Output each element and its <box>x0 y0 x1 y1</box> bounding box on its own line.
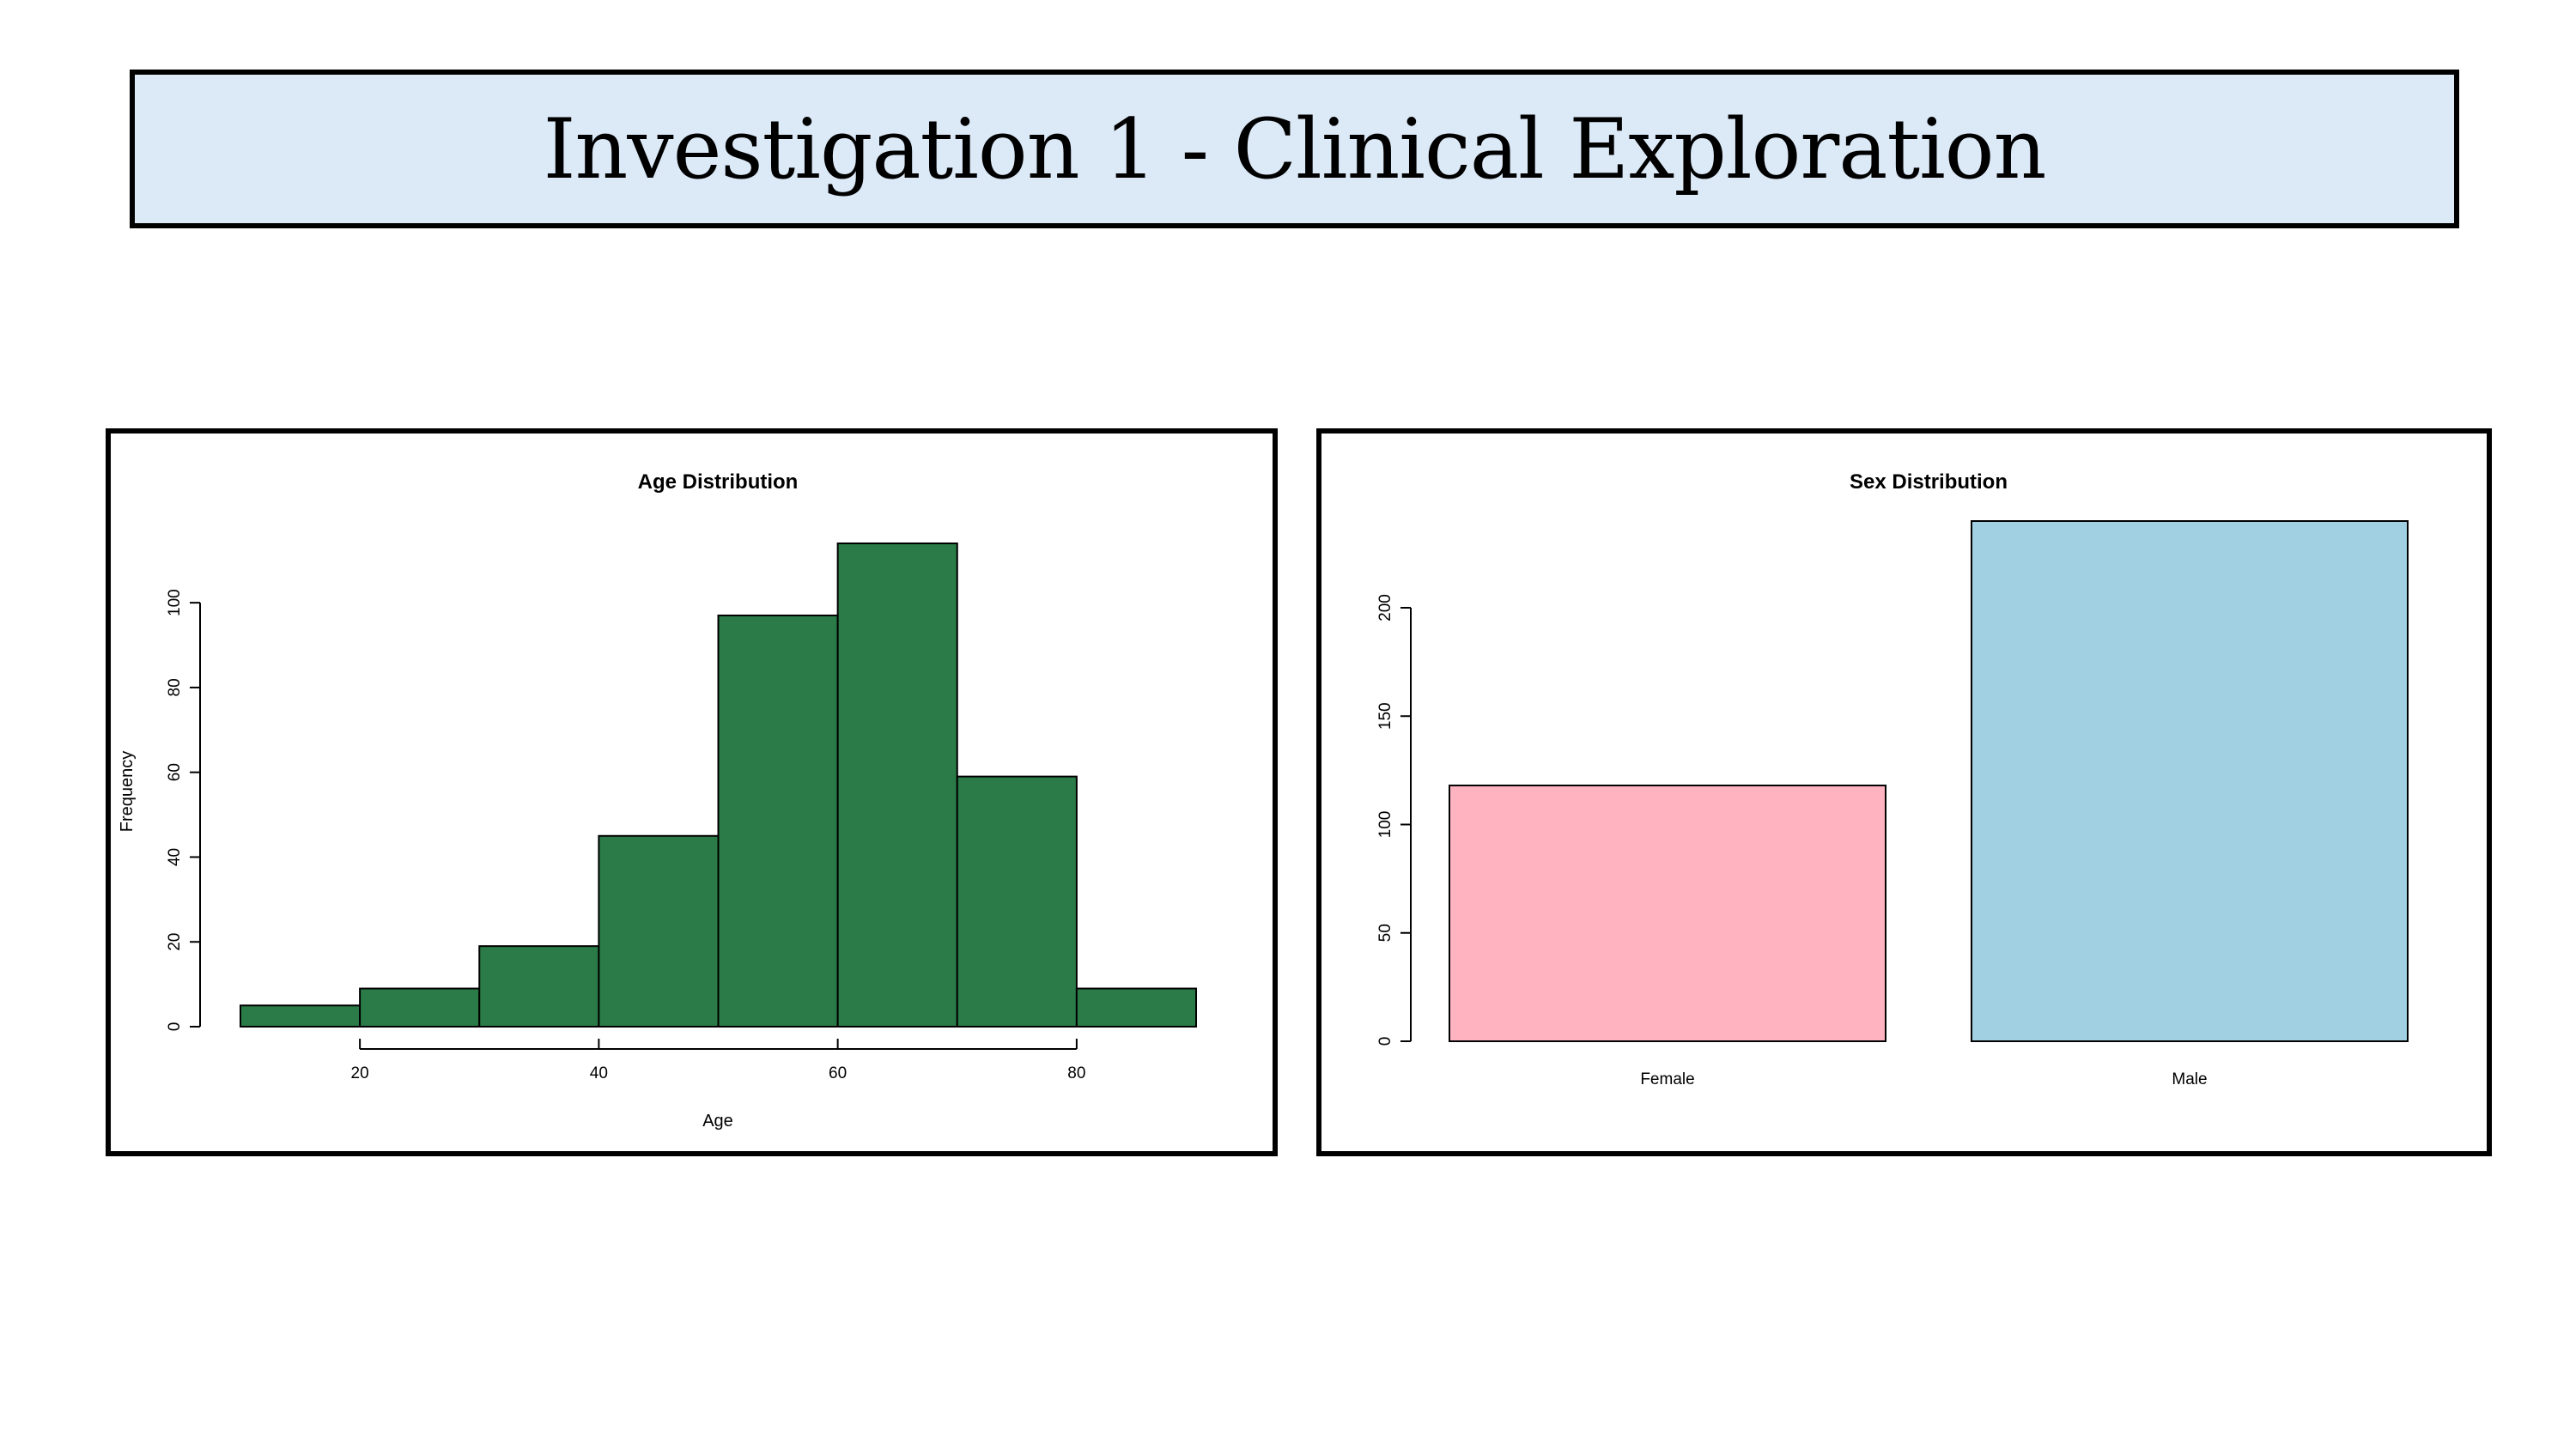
chart-title: Age Distribution <box>638 470 799 494</box>
age-distribution-panel: Age Distribution Age Frequency 0 20 40 60 80… <box>106 428 1278 1156</box>
y-tick-label: 80 <box>166 678 184 696</box>
y-axis-label: Frequency <box>118 751 137 833</box>
y-tick-label: 0 <box>1376 1037 1394 1046</box>
y-tick-label: 0 <box>166 1022 184 1032</box>
x-tick-label: 40 <box>590 1064 608 1082</box>
sex-distribution-panel: Sex Distribution Female Male 0 50 100 150 200 <box>1316 428 2492 1156</box>
chart-title: Sex Distribution <box>1850 470 2008 494</box>
bar-female <box>1449 785 1886 1042</box>
bar-male <box>1971 520 2409 1042</box>
y-tick-label: 100 <box>166 589 184 616</box>
y-tick-label: 100 <box>1376 811 1394 839</box>
histogram-bar <box>1075 987 1197 1028</box>
histogram-bar <box>717 614 839 1028</box>
x-tick-label: 20 <box>351 1064 369 1082</box>
page-title: Investigation 1 - Clinical Exploration <box>543 100 2047 197</box>
age-distribution-chart: Age Distribution Age Frequency 0 20 40 60 80… <box>118 470 1197 1131</box>
histogram-bar <box>359 987 481 1028</box>
x-category-label: Female <box>1640 1070 1694 1088</box>
histogram-bar <box>598 834 720 1028</box>
y-tick-label: 200 <box>1376 594 1394 621</box>
y-tick-label: 60 <box>166 763 184 781</box>
y-tick-label: 150 <box>1376 702 1394 730</box>
sex-distribution-chart: Sex Distribution Female Male 0 50 100 150 200 <box>1376 470 2409 1088</box>
histogram-bar <box>240 1004 361 1028</box>
x-tick-label: 80 <box>1067 1064 1085 1082</box>
y-tick-label: 40 <box>166 848 184 866</box>
histogram-bar <box>836 543 958 1028</box>
x-tick-label: 60 <box>829 1064 847 1082</box>
x-axis-label: Age <box>702 1112 733 1131</box>
title-banner: Investigation 1 - Clinical Exploration <box>130 70 2459 228</box>
histogram-bar <box>956 775 1078 1028</box>
histogram-bar <box>478 945 600 1028</box>
y-tick-label: 20 <box>166 933 184 951</box>
y-tick-label: 50 <box>1376 924 1394 942</box>
x-category-label: Male <box>2172 1070 2207 1088</box>
